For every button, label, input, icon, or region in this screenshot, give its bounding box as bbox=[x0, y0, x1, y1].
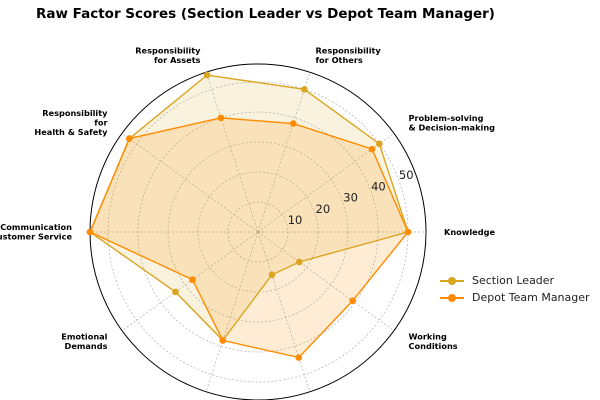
legend-label-depot-team-manager: Depot Team Manager bbox=[472, 291, 590, 304]
series-0-point-6 bbox=[172, 288, 179, 296]
grid-spoke-8 bbox=[257, 231, 311, 392]
radial-tick-label-40: 40 bbox=[371, 179, 386, 193]
series-0-point-2 bbox=[301, 86, 308, 93]
legend-item-depot-team-manager: Depot Team Manager bbox=[440, 289, 590, 306]
series-1-point-6 bbox=[189, 276, 196, 283]
series-1-point-8 bbox=[295, 354, 303, 361]
category-label-1: Problem-solving & Decision-making bbox=[409, 113, 496, 132]
radial-tick-label-30: 30 bbox=[343, 191, 358, 205]
series-1-point-4 bbox=[126, 135, 133, 142]
radial-tick-label-50: 50 bbox=[399, 168, 414, 182]
series-1-point-9 bbox=[349, 297, 356, 305]
grid-spoke-4 bbox=[121, 132, 259, 233]
legend-label-section-leader: Section Leader bbox=[472, 274, 555, 287]
legend-item-section-leader: Section Leader bbox=[440, 272, 590, 289]
series-1-point-0 bbox=[404, 228, 412, 236]
legend: Section Leader Depot Team Manager bbox=[440, 272, 590, 306]
series-1-point-3 bbox=[217, 114, 225, 122]
grid-spoke-2 bbox=[257, 72, 311, 233]
radial-tick-label-20: 20 bbox=[316, 202, 331, 216]
category-label-5: Communication& Customer Service bbox=[0, 222, 72, 242]
category-label-0: Knowledge bbox=[444, 227, 495, 237]
series-0-point-9 bbox=[295, 258, 303, 266]
category-label-3: Responsibility for Assets bbox=[135, 45, 201, 65]
category-label-4: Responsibility for Health & Safety bbox=[34, 108, 108, 137]
series-fill-1 bbox=[90, 117, 408, 358]
category-label-9: Working Conditions bbox=[409, 332, 458, 352]
series-0-point-3 bbox=[203, 71, 211, 79]
series-1-point-2 bbox=[289, 120, 297, 127]
series-0-point-1 bbox=[376, 140, 383, 148]
radial-tick-label-10: 10 bbox=[288, 213, 303, 227]
legend-swatch-depot-team-manager bbox=[440, 293, 464, 303]
series-0-point-8 bbox=[268, 271, 276, 279]
series-fill-0 bbox=[90, 75, 408, 341]
category-label-2: Responsibility for Others bbox=[316, 45, 382, 65]
grid-spoke-3 bbox=[205, 72, 259, 233]
series-1-point-7 bbox=[219, 337, 227, 344]
grid-spoke-9 bbox=[257, 231, 395, 332]
legend-swatch-section-leader bbox=[440, 276, 464, 286]
category-label-6: Emotional Demands bbox=[61, 332, 107, 352]
series-1-point-5 bbox=[86, 228, 94, 236]
grid-spoke-1 bbox=[257, 132, 395, 233]
series-1-point-1 bbox=[368, 145, 376, 153]
chart-title: Raw Factor Scores (Section Leader vs Dep… bbox=[36, 6, 495, 22]
grid-spoke-7 bbox=[205, 231, 259, 392]
